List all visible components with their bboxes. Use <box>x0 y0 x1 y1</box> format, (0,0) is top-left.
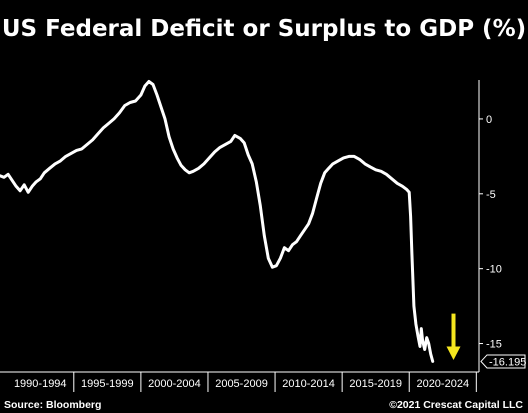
x-tick-label: 1990-1994 <box>14 378 67 390</box>
x-tick-label: 2015-2019 <box>349 378 402 390</box>
series-line <box>0 80 435 363</box>
y-tick-label: -10 <box>486 264 502 276</box>
last-value-tag-box <box>480 354 526 369</box>
down-arrow-head <box>446 346 461 361</box>
down-arrow-annotation <box>446 313 461 361</box>
last-value-label: -16.195 <box>489 356 526 368</box>
y-tick-label: -5 <box>486 189 496 201</box>
x-tick-label: 2000-2004 <box>148 378 201 390</box>
x-tick-label: 1995-1999 <box>81 378 134 390</box>
x-tick-label: 2020-2024 <box>416 378 469 390</box>
y-tick-label: 0 <box>486 114 492 126</box>
y-tick-label: -15 <box>486 339 502 351</box>
x-tick-label: 2005-2009 <box>215 378 268 390</box>
y-axis-ticks: 0 -5 -10 -15 <box>479 114 502 351</box>
x-axis-ticks: 1990-1994 1995-1999 2000-2004 2005-2009 2010… <box>14 372 477 392</box>
x-tick-label: 2010-2014 <box>282 378 335 390</box>
chart-title: US Federal Deficit or Surplus to GDP (%) <box>2 16 526 42</box>
copyright-note: ©2021 Crescat Capital LLC <box>389 399 523 411</box>
source-note: Source: Bloomberg <box>4 399 101 411</box>
last-value-tag: -16.195 <box>480 354 526 369</box>
